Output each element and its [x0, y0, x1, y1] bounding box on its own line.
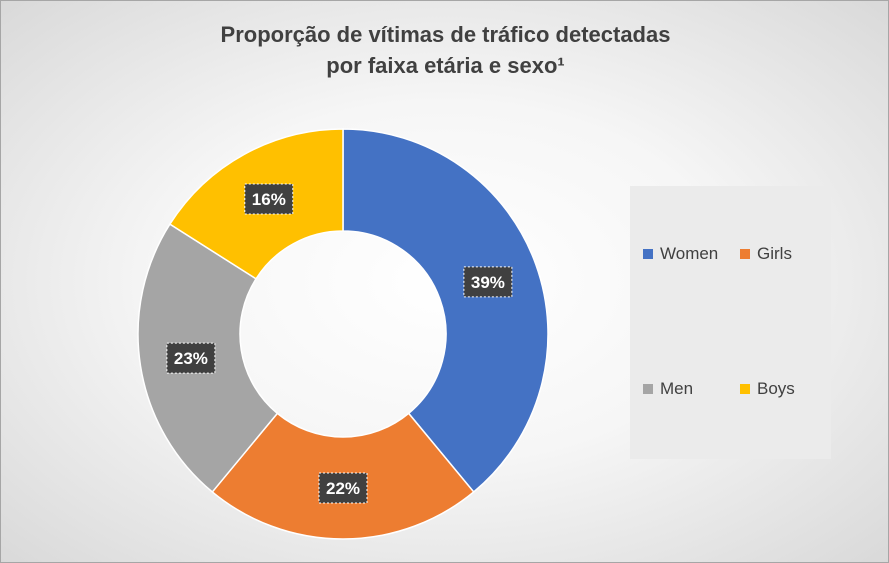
- data-label-text-men: 23%: [174, 349, 208, 368]
- chart-title-line-1: Proporção de vítimas de tráfico detectad…: [220, 22, 671, 47]
- chart-title: Proporção de vítimas de tráfico detectad…: [1, 19, 888, 81]
- legend-label-girls: Girls: [757, 244, 792, 263]
- data-label-text-girls: 22%: [326, 479, 360, 498]
- legend-swatch-girls: [740, 249, 750, 259]
- legend-swatch-women: [643, 249, 653, 259]
- data-label-boys: 16%: [244, 183, 294, 215]
- legend-label-men: Men: [660, 379, 694, 398]
- legend-item-girls: Girls: [740, 244, 792, 264]
- legend-swatch-men: [643, 384, 653, 394]
- data-label-text-boys: 16%: [252, 190, 286, 209]
- legend: Women Girls Men Boys: [630, 186, 831, 459]
- data-label-text-women: 39%: [471, 273, 505, 292]
- data-label-women: 39%: [463, 266, 513, 298]
- data-label-girls: 22%: [318, 472, 368, 504]
- legend-item-women: Women: [643, 244, 718, 264]
- legend-item-men: Men: [643, 379, 693, 399]
- legend-swatch-boys: [740, 384, 750, 394]
- legend-label-women: Women: [660, 244, 719, 263]
- legend-item-boys: Boys: [740, 379, 795, 399]
- chart-title-line-2: por faixa etária e sexo¹: [326, 53, 565, 78]
- data-label-men: 23%: [166, 342, 216, 374]
- legend-label-boys: Boys: [757, 379, 795, 398]
- donut-slice-women: [342, 128, 549, 494]
